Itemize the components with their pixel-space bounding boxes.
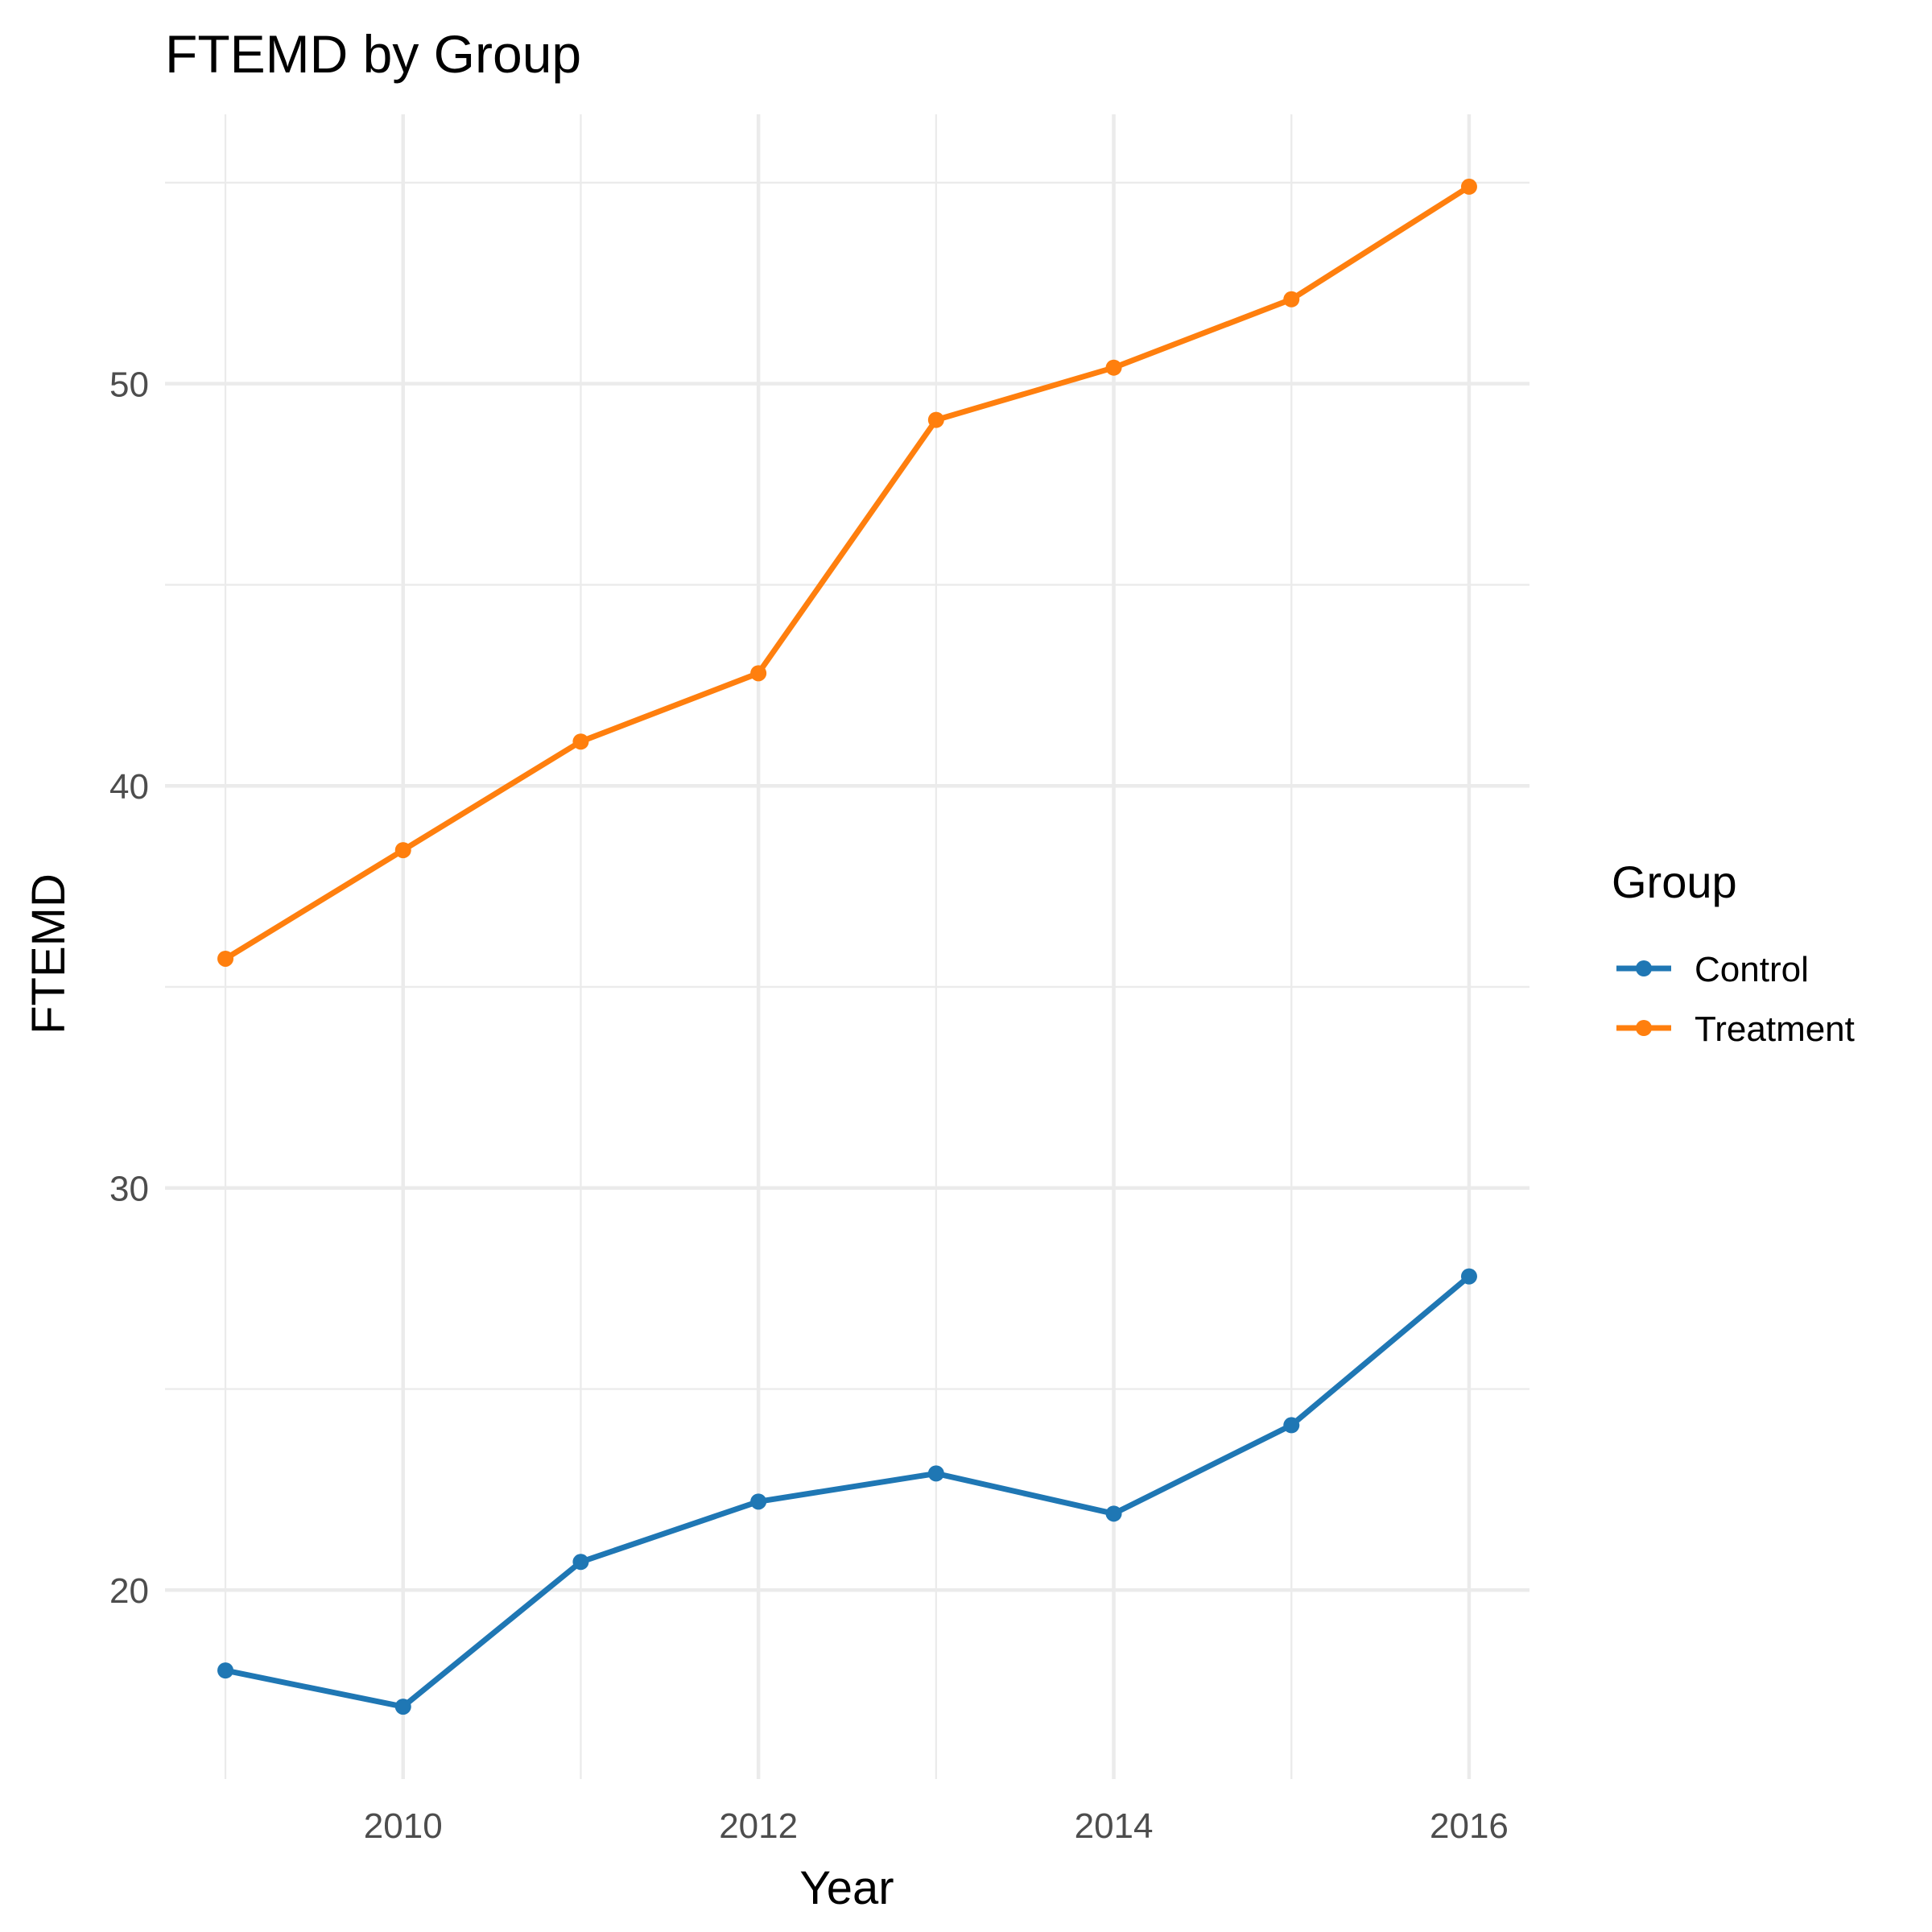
series-line-control [225, 1274, 1472, 1710]
legend-items: Control Treatment [1616, 950, 1855, 1049]
chart-title: FTEMD by Group [165, 24, 581, 84]
legend-label: Treatment [1695, 1009, 1855, 1049]
legend-title: Group [1612, 857, 1737, 907]
y-tick-label: 40 [109, 767, 149, 807]
series-line-treatment [224, 184, 1471, 961]
data-point-control [1460, 1268, 1477, 1285]
series-control [217, 1268, 1477, 1715]
x-axis-title: Year [799, 1862, 894, 1914]
y-axis-ticks: 20 30 40 50 [109, 365, 149, 1612]
legend-key-point [1636, 1020, 1652, 1036]
data-point-treatment [1460, 178, 1477, 195]
data-point-control [394, 1699, 411, 1715]
data-point-control [1105, 1505, 1122, 1522]
data-point-treatment [927, 411, 944, 428]
data-point-control [572, 1554, 589, 1571]
data-point-control [217, 1662, 234, 1679]
data-point-treatment [750, 665, 767, 682]
data-point-treatment [572, 733, 589, 750]
x-tick-label: 2016 [1430, 1806, 1509, 1846]
x-tick-label: 2014 [1075, 1806, 1154, 1846]
grid [165, 114, 1530, 1779]
legend-key-point [1636, 960, 1652, 976]
data-point-control [1283, 1417, 1300, 1434]
data-point-treatment [1283, 291, 1300, 308]
legend-label: Control [1695, 950, 1809, 989]
y-tick-label: 50 [109, 365, 149, 405]
data-point-treatment [217, 950, 234, 967]
data-point-treatment [394, 842, 411, 859]
x-axis-ticks: 2010 2012 2014 2016 [364, 1806, 1509, 1846]
legend-item-control: Control [1616, 950, 1809, 989]
y-axis-title: FTEMD [23, 873, 75, 1034]
x-tick-label: 2012 [719, 1806, 798, 1846]
legend: Group Control Treatment [1612, 857, 1855, 1049]
legend-item-treatment: Treatment [1616, 1009, 1855, 1049]
y-tick-label: 30 [109, 1170, 149, 1209]
series-layer [217, 178, 1477, 1715]
y-tick-label: 20 [109, 1571, 149, 1611]
data-point-control [750, 1493, 767, 1510]
data-point-treatment [1105, 359, 1122, 376]
x-tick-label: 2010 [364, 1806, 443, 1846]
data-point-control [927, 1465, 944, 1482]
series-treatment [217, 178, 1477, 967]
